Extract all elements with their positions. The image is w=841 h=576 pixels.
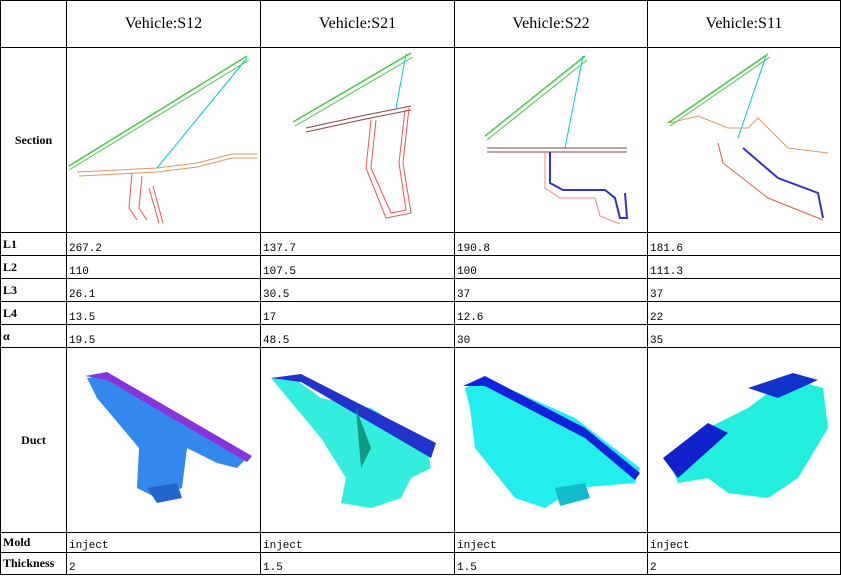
section-image <box>647 47 841 233</box>
row-label: L1 <box>0 232 67 256</box>
column-header: Vehicle:S22 <box>454 0 648 48</box>
row-label: Duct <box>0 347 67 533</box>
data-row: α 19.5 48.5 30 35 <box>0 324 841 348</box>
data-row: Thickness 2 1.5 1.5 2 <box>0 552 841 575</box>
section-drawing <box>484 55 629 225</box>
cell-value: inject <box>260 532 455 553</box>
cell-value: inject <box>454 532 648 553</box>
cell-value: 30.5 <box>260 278 455 302</box>
duct-image <box>454 347 648 533</box>
section-image <box>66 47 261 233</box>
cell-value: inject <box>66 532 261 553</box>
row-label: Section <box>0 47 67 233</box>
cell-value: 137.7 <box>260 232 455 256</box>
cell-value: 110 <box>66 255 261 279</box>
duct-image <box>260 347 455 533</box>
section-image <box>454 47 648 233</box>
duct-image <box>66 347 261 533</box>
data-row: L4 13.5 17 12.6 22 <box>0 301 841 325</box>
column-header: Vehicle:S12 <box>66 0 261 48</box>
column-header: Vehicle:S11 <box>647 0 841 48</box>
data-row: L1 267.2 137.7 190.8 181.6 <box>0 232 841 256</box>
cell-value: 30 <box>454 324 648 348</box>
corner-cell <box>0 0 67 48</box>
row-label: Thickness <box>0 552 67 575</box>
row-label: L2 <box>0 255 67 279</box>
duct-drawing <box>271 374 436 508</box>
cell-value: 181.6 <box>647 232 841 256</box>
cell-value: 100 <box>454 255 648 279</box>
section-row: Section <box>0 47 841 233</box>
row-label: L4 <box>0 301 67 325</box>
row-label: Mold <box>0 532 67 553</box>
cell-value: 48.5 <box>260 324 455 348</box>
cell-value: 12.6 <box>454 301 648 325</box>
cell-value: 2 <box>647 552 841 575</box>
duct-drawing <box>85 372 252 503</box>
section-drawing <box>68 55 257 224</box>
duct-drawing <box>663 373 828 498</box>
data-row: L2 110 107.5 100 111.3 <box>0 255 841 279</box>
section-drawing <box>667 53 829 221</box>
cell-value: 107.5 <box>260 255 455 279</box>
row-label: α <box>0 324 67 348</box>
duct-image <box>647 347 841 533</box>
cell-value: 111.3 <box>647 255 841 279</box>
cell-value: 17 <box>260 301 455 325</box>
cell-value: 2 <box>66 552 261 575</box>
header-row: Vehicle:S12 Vehicle:S21 Vehicle:S22 Vehi… <box>0 0 841 48</box>
cell-value: 26.1 <box>66 278 261 302</box>
data-row: Mold inject inject inject inject <box>0 532 841 553</box>
cell-value: inject <box>647 532 841 553</box>
row-label: L3 <box>0 278 67 302</box>
cell-value: 37 <box>647 278 841 302</box>
section-image <box>260 47 455 233</box>
cell-value: 35 <box>647 324 841 348</box>
cell-value: 267.2 <box>66 232 261 256</box>
column-header: Vehicle:S21 <box>260 0 455 48</box>
cell-value: 37 <box>454 278 648 302</box>
cell-value: 13.5 <box>66 301 261 325</box>
data-row: L3 26.1 30.5 37 37 <box>0 278 841 302</box>
section-drawing <box>292 52 414 219</box>
duct-row: Duct <box>0 347 841 533</box>
cell-value: 1.5 <box>260 552 455 575</box>
cell-value: 19.5 <box>66 324 261 348</box>
cell-value: 190.8 <box>454 232 648 256</box>
cell-value: 1.5 <box>454 552 648 575</box>
cell-value: 22 <box>647 301 841 325</box>
duct-drawing <box>463 376 640 508</box>
